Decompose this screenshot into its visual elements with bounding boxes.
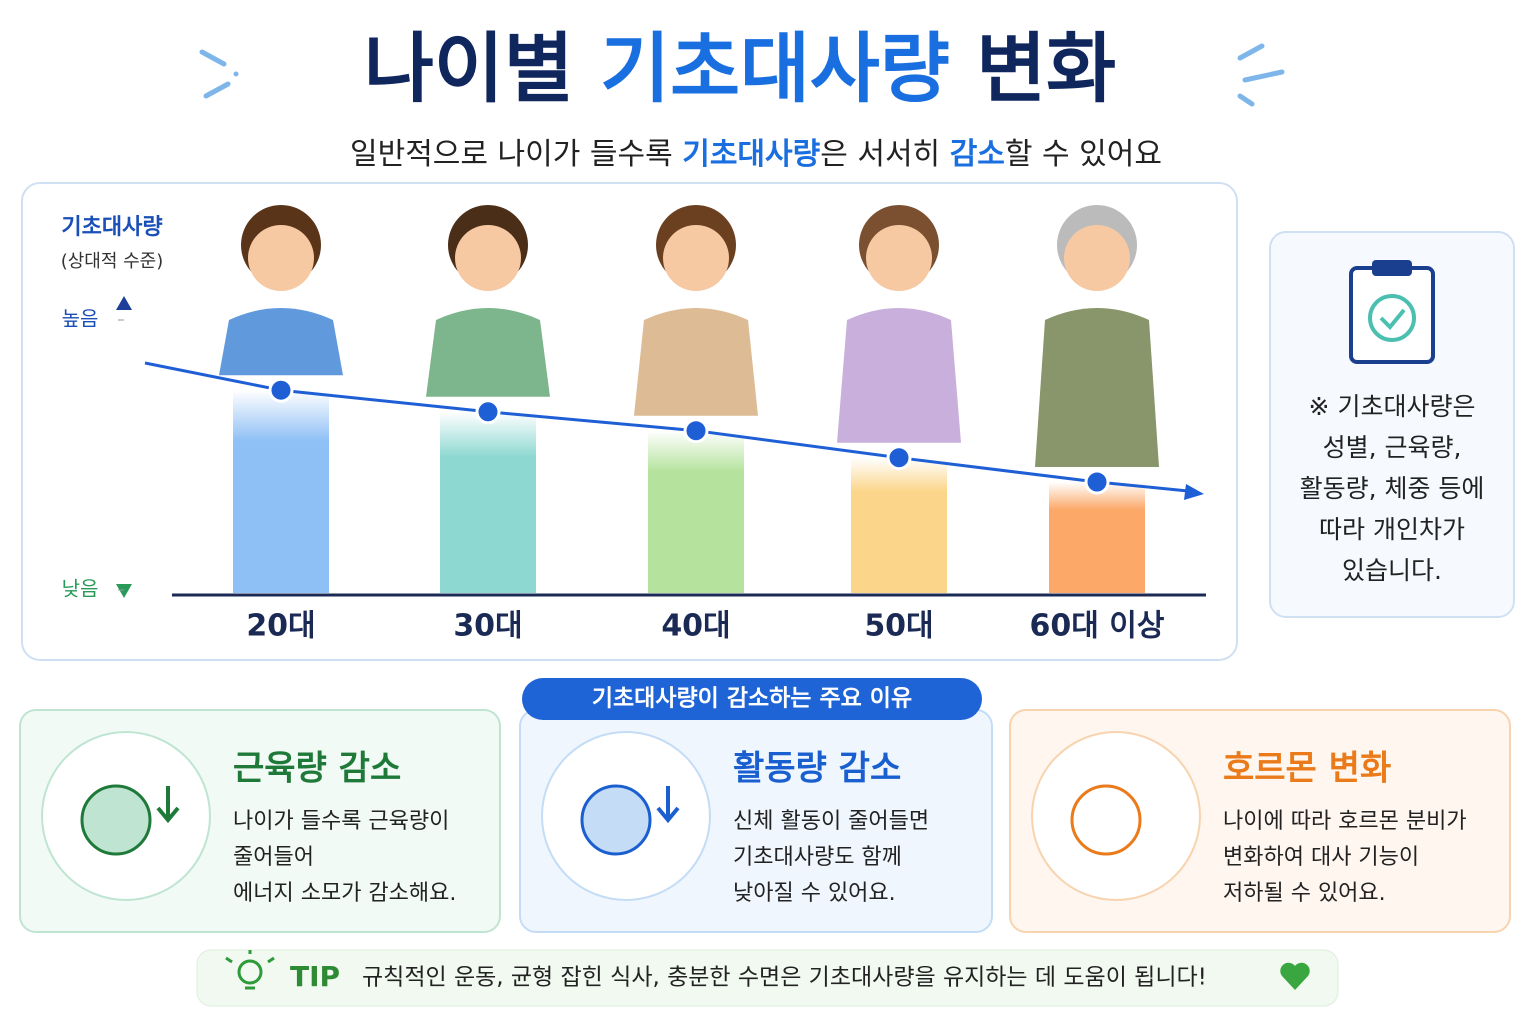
reason-title: 호르몬 변화 bbox=[1223, 749, 1391, 789]
note-line: 있습니다. bbox=[1342, 556, 1442, 585]
x-tick-label: 40대 bbox=[661, 609, 730, 644]
chart: 낮음 높음 20대 30대 40대 50대 60대 이상 bbox=[62, 307, 1204, 644]
point bbox=[268, 377, 294, 403]
trend-end bbox=[1096, 480, 1189, 493]
reason-title: 활동량 감소 bbox=[733, 749, 901, 789]
subtitle-part: 감소 bbox=[950, 137, 1005, 172]
subtitle-part: 기초대사량 bbox=[682, 137, 820, 172]
badge bbox=[522, 678, 982, 720]
people bbox=[219, 205, 1159, 467]
reason-line: 에너지 소모가 감소해요. bbox=[233, 881, 456, 906]
reason-icon-circle bbox=[1031, 731, 1201, 901]
subtitle: 일반적으로 나이가 들수록 기초대사량은 서서히 감소할 수 있어요 bbox=[350, 137, 1162, 172]
title: 나이별 기초대사량 변화 bbox=[364, 24, 1116, 113]
bar bbox=[851, 457, 947, 593]
clipboard-icon bbox=[1349, 260, 1435, 364]
title-part: 기초대사량 bbox=[600, 24, 950, 113]
reason-line: 줄어들어 bbox=[233, 845, 314, 870]
tip-text: 규칙적인 운동, 균형 잡힌 식사, 충분한 수면은 기초대사량을 유지하는 데… bbox=[362, 965, 1207, 991]
point bbox=[683, 418, 709, 444]
x-tick-label: 50대 bbox=[864, 609, 933, 644]
tip-bar bbox=[196, 949, 1339, 1007]
person-body bbox=[634, 308, 758, 416]
bulb-icon bbox=[225, 950, 275, 990]
reason-line: 저하될 수 있어요. bbox=[1223, 881, 1386, 906]
badge-text: 기초대사량이 감소하는 주요 이유 bbox=[592, 686, 912, 712]
title-part: 변화 bbox=[950, 24, 1116, 113]
reason-arrow bbox=[656, 786, 680, 824]
reason-line: 낮아질 수 있어요. bbox=[733, 881, 896, 906]
reason-icon bbox=[580, 784, 652, 856]
note-line: ※ 기초대사량은 bbox=[1309, 392, 1476, 421]
axis-arrow bbox=[116, 584, 132, 598]
reason-line: 신체 활동이 줄어들면 bbox=[733, 809, 929, 834]
person-body bbox=[219, 308, 343, 376]
title-part: 나이별 bbox=[364, 24, 600, 113]
person-face bbox=[1064, 225, 1130, 291]
decoration bbox=[199, 43, 1285, 107]
y-axis-label: 기초대사량 bbox=[61, 215, 162, 240]
reason-line: 나이가 들수록 근육량이 bbox=[233, 809, 449, 834]
reason-title: 근육량 감소 bbox=[233, 749, 401, 789]
bar bbox=[440, 411, 536, 593]
y-tick-label: 높음 bbox=[62, 307, 99, 331]
point bbox=[886, 445, 912, 471]
person-face bbox=[248, 225, 314, 291]
y-axis-sublabel: (상대적 수준) bbox=[61, 251, 164, 272]
y-tick-label: 낮음 bbox=[62, 577, 99, 601]
person-body bbox=[1035, 308, 1159, 467]
heart-icon bbox=[1280, 962, 1310, 990]
trend-arrow bbox=[1184, 484, 1204, 500]
person-face bbox=[663, 225, 729, 291]
reason-line: 나이에 따라 호르몬 분비가 bbox=[1223, 809, 1467, 834]
x-tick-label: 30대 bbox=[453, 609, 522, 644]
note-line: 따라 개인차가 bbox=[1319, 515, 1465, 544]
x-tick-label: 20대 bbox=[246, 609, 315, 644]
reason-line: 변화하여 대사 기능이 bbox=[1223, 845, 1419, 870]
note-line: 활동량, 체중 등에 bbox=[1300, 474, 1485, 503]
person-body bbox=[837, 308, 961, 443]
point bbox=[475, 399, 501, 425]
x-tick-label: 60대 이상 bbox=[1030, 609, 1165, 644]
reason-arrow bbox=[156, 786, 180, 824]
subtitle-part: 일반적으로 나이가 들수록 bbox=[350, 137, 682, 172]
subtitle-part: 할 수 있어요 bbox=[1005, 137, 1162, 172]
axis-arrow bbox=[116, 296, 132, 310]
person-face bbox=[866, 225, 932, 291]
reason-icon bbox=[1070, 784, 1142, 856]
point bbox=[1084, 469, 1110, 495]
bar bbox=[1049, 482, 1145, 593]
reason-icon bbox=[80, 784, 152, 856]
reason-line: 기초대사량도 함께 bbox=[733, 845, 902, 870]
note-line: 성별, 근육량, bbox=[1323, 433, 1462, 462]
trend-start bbox=[144, 361, 282, 392]
person-body bbox=[426, 308, 550, 397]
note-panel bbox=[1269, 231, 1515, 618]
bar bbox=[233, 390, 329, 593]
bar bbox=[648, 430, 744, 593]
person-face bbox=[455, 225, 521, 291]
subtitle-part: 은 서서히 bbox=[820, 137, 949, 172]
tip-label: TIP bbox=[290, 960, 340, 993]
